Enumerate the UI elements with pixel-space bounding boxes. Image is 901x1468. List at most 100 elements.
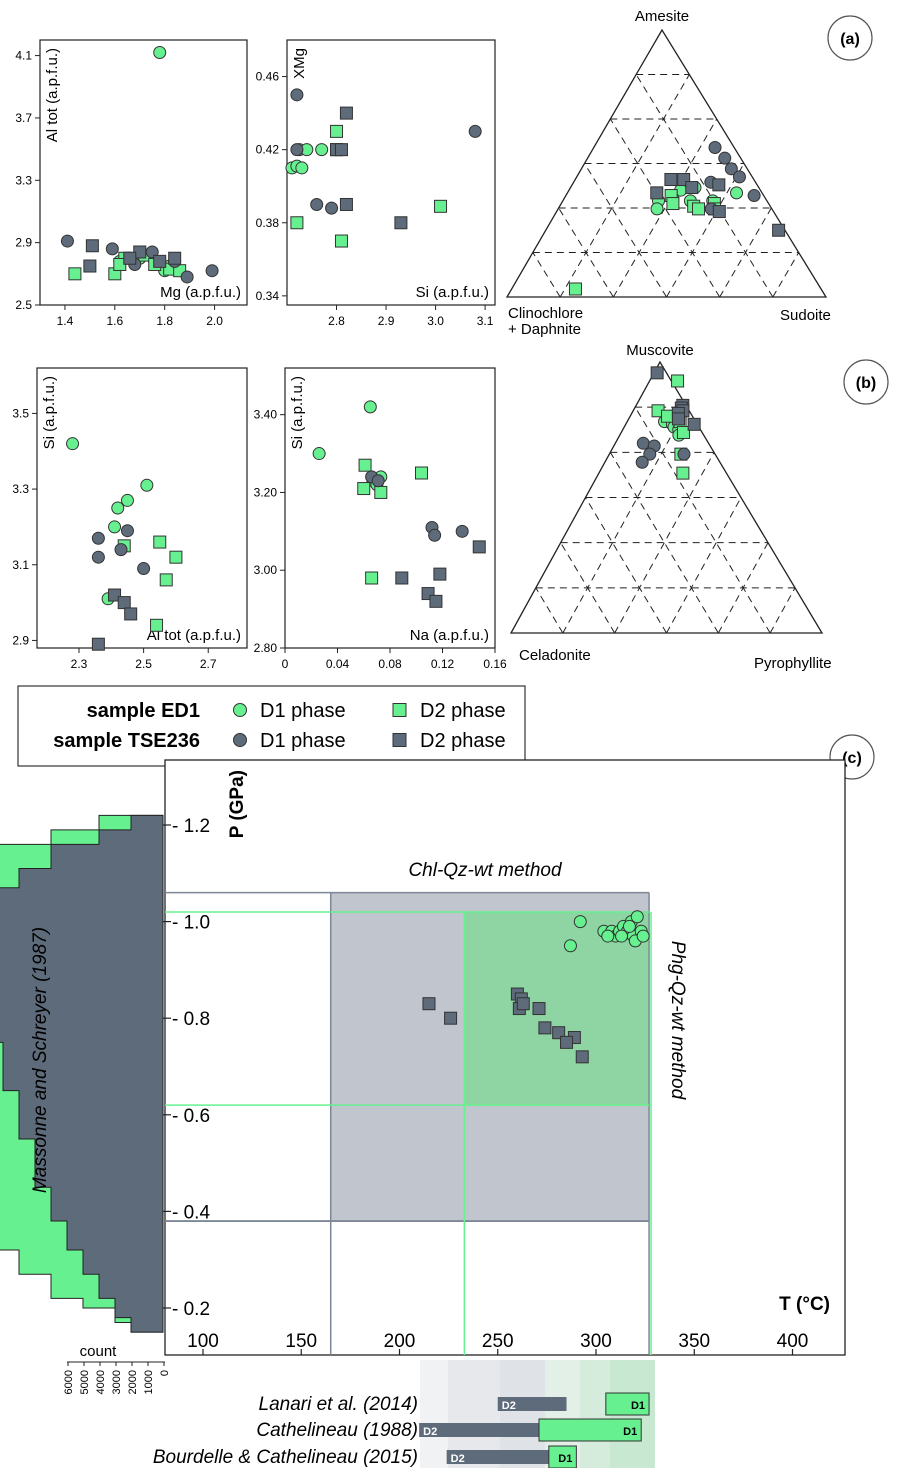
y-tick-label: 0.34 xyxy=(256,289,280,303)
count-tick-label: 2000 xyxy=(127,1370,139,1394)
temperature-bar-d2-label: D2 xyxy=(451,1453,465,1465)
data-point xyxy=(123,251,137,265)
data-point xyxy=(290,216,304,230)
ternary-grid-line xyxy=(535,587,564,634)
data-point xyxy=(168,251,182,265)
ternary-grid-line xyxy=(635,74,774,298)
data-point xyxy=(91,637,105,651)
data-point xyxy=(444,1011,458,1025)
data-point xyxy=(661,409,675,423)
data-point xyxy=(622,919,636,933)
ternary-vertex-left: Celadonite xyxy=(519,647,591,664)
ternary-grid-line xyxy=(562,406,688,634)
data-point xyxy=(91,550,105,564)
data-point xyxy=(105,242,119,256)
data-point xyxy=(650,202,664,216)
data-point xyxy=(68,267,82,281)
count-tick-label: 4000 xyxy=(95,1370,107,1394)
ternary-vertex-left: Clinochlore xyxy=(508,305,583,322)
y-tick-label: - 0.6 xyxy=(172,1106,210,1127)
y-axis-label: Si (a.p.f.u.) xyxy=(41,376,58,449)
y-tick-label: 3.5 xyxy=(12,406,29,420)
ternary-grid-line xyxy=(585,497,667,634)
x-tick-label: 1.6 xyxy=(106,314,123,328)
temperature-bar-author: Cathelineau (1988) xyxy=(256,1420,418,1441)
y-tick-label: 3.1 xyxy=(12,558,29,572)
x-tick-label: 0.08 xyxy=(378,657,402,671)
data-point xyxy=(708,140,722,154)
data-point xyxy=(114,543,128,557)
ternary-vertex-top: Muscovite xyxy=(626,342,694,359)
plot-b1: 2.3 2.5 2.7 2.9 3.1 3.3 3.5 Al tot (a.p.f.u.) Si… xyxy=(12,367,248,671)
ternary-grid-line xyxy=(666,497,742,634)
legend-box xyxy=(17,685,526,767)
count-tick-label: 3000 xyxy=(111,1370,123,1394)
data-point xyxy=(295,161,309,175)
data-point xyxy=(650,366,664,380)
y-tick-label: 3.20 xyxy=(254,485,278,499)
x-tick-label: 350 xyxy=(678,1331,710,1352)
data-point xyxy=(615,929,629,943)
data-point xyxy=(472,540,486,554)
temperature-bar-d1 xyxy=(548,1445,577,1468)
count-tick-label: 0 xyxy=(159,1370,171,1376)
legend-tse236-d2-label: D2 phase xyxy=(420,730,506,752)
histogram-source-label: Massonne and Schreyer (1987) xyxy=(30,927,51,1193)
x-axis-label: Mg (a.p.f.u.) xyxy=(160,284,241,301)
data-point xyxy=(83,259,97,273)
x-axis-label: T (°C) xyxy=(779,1294,830,1315)
data-point xyxy=(290,88,304,102)
data-point xyxy=(150,618,164,632)
ternary-vertex-right: Sudoite xyxy=(780,307,831,324)
ternary-frame xyxy=(505,28,828,298)
data-point xyxy=(468,124,482,138)
data-point xyxy=(339,197,353,211)
data-point xyxy=(724,162,738,176)
x-tick-label: 0.16 xyxy=(483,657,507,671)
data-point xyxy=(685,181,699,195)
temperature-bar-d1 xyxy=(538,1418,642,1442)
x-tick-label: 150 xyxy=(285,1331,317,1352)
y-tick-label: - 0.2 xyxy=(172,1299,210,1320)
data-point xyxy=(516,997,530,1011)
data-point xyxy=(560,1035,574,1049)
y-tick-label: - 0.4 xyxy=(172,1202,210,1223)
data-point xyxy=(363,400,377,414)
x-tick-label: 2.0 xyxy=(206,314,223,328)
y-tick-label: - 1.0 xyxy=(172,913,210,934)
charts-layer: 1.4 1.6 1.8 2.0 2.5 2.9 3.3 3.7 4.1 Mg (a.p.f.u.)… xyxy=(0,8,846,1468)
x-axis-label: Na (a.p.f.u.) xyxy=(410,627,489,644)
data-point xyxy=(124,607,138,621)
data-point xyxy=(455,524,469,538)
x-tick-label: 2.5 xyxy=(135,657,152,671)
data-point xyxy=(159,573,173,587)
data-point xyxy=(108,588,122,602)
data-point xyxy=(575,1050,589,1064)
ternary-grid-line xyxy=(612,118,718,298)
data-point xyxy=(394,216,408,230)
data-point xyxy=(671,374,685,388)
x-tick-label: 2.3 xyxy=(71,657,88,671)
data-point xyxy=(718,151,732,165)
y-tick-label: 0.46 xyxy=(256,70,280,84)
panel-label-a-text: (a) xyxy=(840,31,860,48)
data-point xyxy=(635,455,649,469)
data-point xyxy=(140,478,154,492)
ternary-grid-line xyxy=(532,252,561,298)
data-point xyxy=(60,234,74,248)
data-point xyxy=(371,474,385,488)
x-tick-label: 1.8 xyxy=(156,314,173,328)
plot-c: - 0.2 - 0.4 - 0.6 - 0.8 - 1.0 - 1.2 100 150 200 2… xyxy=(0,759,846,1468)
data-point xyxy=(676,466,690,480)
legend-tse236-d1-marker xyxy=(233,733,247,747)
x-tick-label: 2.8 xyxy=(328,314,345,328)
data-point xyxy=(664,173,678,187)
x-tick-label: 3.0 xyxy=(427,314,444,328)
data-point xyxy=(91,531,105,545)
legend-sample-ed1: sample ED1 xyxy=(87,700,200,722)
data-point xyxy=(730,186,744,200)
data-point xyxy=(415,466,428,480)
panel-label-c-text: (c) xyxy=(842,750,862,767)
plot-a1: 1.4 1.6 1.8 2.0 2.5 2.9 3.3 3.7 4.1 Mg (a.p.f.u.)… xyxy=(15,39,248,328)
plot-frame xyxy=(39,39,248,306)
